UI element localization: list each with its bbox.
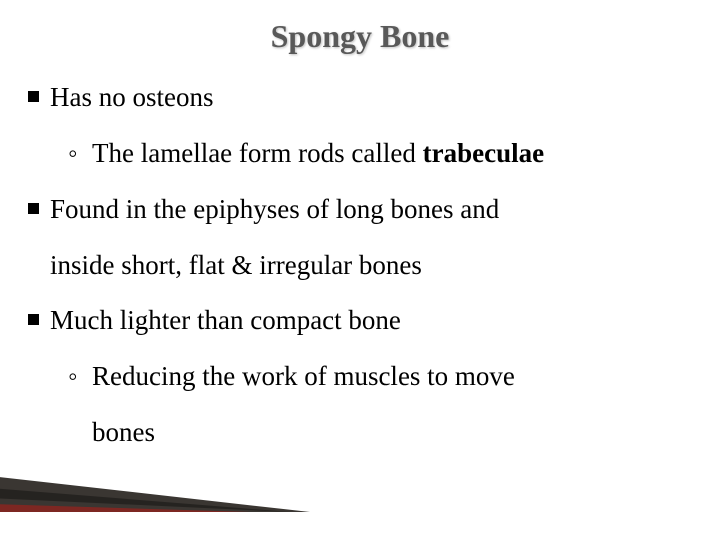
bullet-2: Found in the epiphyses of long bones and xyxy=(28,189,692,231)
bullet-1-sub: The lamellae form rods called trabeculae xyxy=(50,133,692,175)
bullet-3-sub-cont: bones xyxy=(50,412,692,454)
slide-container: Spongy Bone Has no osteons The lamellae … xyxy=(0,0,720,540)
bullet-1: Has no osteons The lamellae form rods ca… xyxy=(28,77,692,175)
bullet-2-cont: inside short, flat & irregular bones xyxy=(28,245,692,287)
decorative-wedge-icon xyxy=(0,464,310,512)
bullet-2-line1: Found in the epiphyses of long bones and xyxy=(50,194,499,224)
slide-title: Spongy Bone xyxy=(28,18,692,55)
bullet-3-sub-line2: bones xyxy=(92,417,155,447)
bullet-3-sub: Reducing the work of muscles to move xyxy=(50,356,692,398)
bullet-1-sub-bold: trabeculae xyxy=(423,138,544,168)
bullet-3: Much lighter than compact bone Reducing … xyxy=(28,300,692,454)
bullet-1-text: Has no osteons xyxy=(50,82,214,112)
bullet-1-sub-pre: The lamellae form rods called xyxy=(92,138,423,168)
bullet-3-text: Much lighter than compact bone xyxy=(50,305,401,335)
slide-content: Has no osteons The lamellae form rods ca… xyxy=(28,77,692,454)
bullet-2-line2: inside short, flat & irregular bones xyxy=(50,250,422,280)
bullet-3-sub-line1: Reducing the work of muscles to move xyxy=(92,361,515,391)
